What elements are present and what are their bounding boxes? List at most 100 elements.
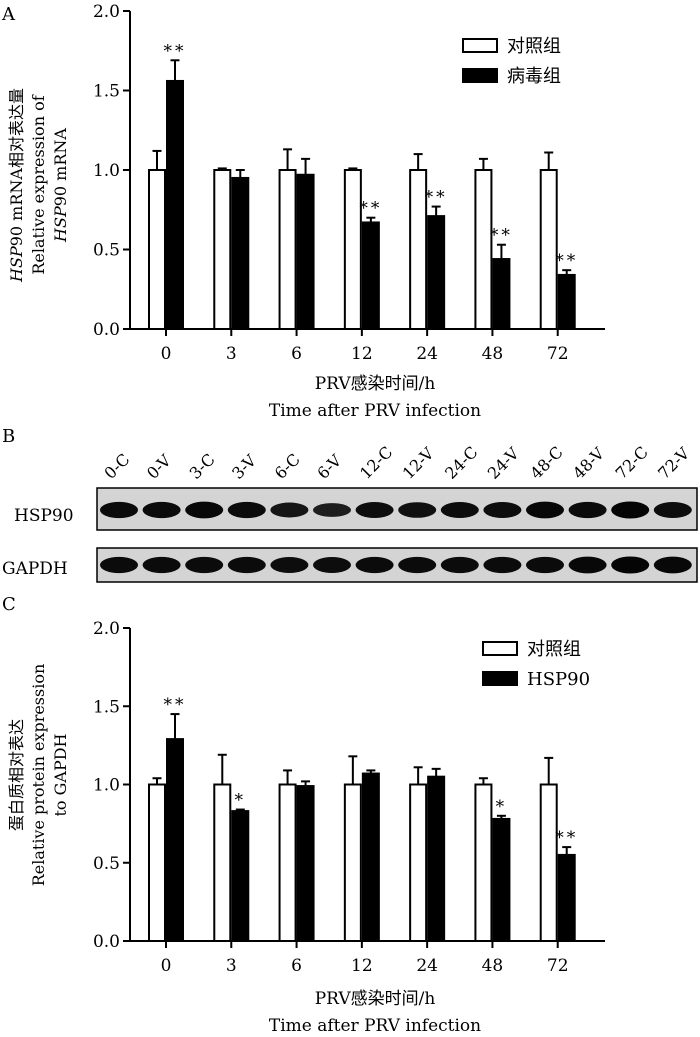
y-axis-label-a: HSP90 mRNA相对表达量 Relative expression of H… bbox=[7, 88, 70, 283]
blot-band-hsp90 bbox=[100, 501, 138, 519]
charta-bar-treatment bbox=[296, 173, 315, 330]
chartc-bar-treatment bbox=[231, 810, 250, 942]
blot-band-hsp90 bbox=[568, 501, 607, 519]
y-label-a-cn-italic: HSP bbox=[7, 246, 26, 283]
chartc-bar-control bbox=[539, 783, 558, 942]
blot-lane-label: 12-C bbox=[356, 443, 396, 483]
blot-band-hsp90 bbox=[483, 502, 522, 518]
blot-band-hsp90 bbox=[440, 502, 479, 518]
blot-band-gapdh bbox=[398, 556, 437, 574]
chartc-x-tick-label: 72 bbox=[547, 956, 569, 976]
chartc-bar-control bbox=[409, 783, 428, 942]
charta-y-tick-label: 0.0 bbox=[93, 320, 120, 340]
blot-lane-label: 72-V bbox=[654, 444, 693, 483]
blot-lane-label: 12-V bbox=[399, 444, 438, 483]
charta-y-tick-label: 2.0 bbox=[93, 2, 120, 22]
chartc-significance: ** bbox=[164, 695, 187, 715]
chartc-significance: ** bbox=[555, 828, 578, 848]
blot-band-gapdh bbox=[568, 556, 607, 574]
blot-lane-label: 0-V bbox=[143, 451, 175, 483]
charta-bar-treatment bbox=[166, 79, 184, 330]
charta-legend-swatch bbox=[462, 38, 498, 53]
y-label-a-en-2-italic: HSP bbox=[51, 206, 70, 243]
blot-band-gapdh bbox=[185, 556, 224, 574]
chartc-bar-control bbox=[278, 783, 297, 942]
y-label-c-cn: 蛋白质相对表达 bbox=[7, 719, 26, 831]
chartc-y-tick-label: 0.5 bbox=[93, 854, 120, 874]
charta-bar-control bbox=[148, 169, 166, 330]
chartc-x-tick-label: 6 bbox=[291, 956, 302, 976]
chartc-legend-label: HSP90 bbox=[527, 669, 590, 690]
y-label-c-en-1: Relative protein expression bbox=[29, 664, 48, 887]
blot-band-hsp90 bbox=[270, 502, 309, 518]
western-blot: B 0-C 0-V 3-C 3-V 6-C 6-V 12-C 12-V 24-C 24-V 48-C… bbox=[2, 426, 698, 583]
charta-x-tick-label: 72 bbox=[547, 344, 569, 364]
blot-band-gapdh bbox=[313, 557, 351, 573]
chartc-bar-treatment bbox=[361, 772, 380, 942]
blot-band-gapdh bbox=[355, 556, 394, 574]
charta-significance: ** bbox=[490, 226, 513, 246]
chartc-x-tick-label: 0 bbox=[161, 956, 172, 976]
charta-significance: ** bbox=[425, 188, 448, 208]
chartc-legend-swatch bbox=[482, 671, 518, 686]
panel-c-letter: C bbox=[2, 594, 16, 615]
charta-x-tick-label: 24 bbox=[416, 344, 438, 364]
chartc-y-tick-label: 1.0 bbox=[93, 776, 120, 796]
blot-lane-label: 24-C bbox=[441, 443, 481, 483]
blot-band-gapdh bbox=[526, 556, 564, 574]
blot-lane-label: 6-C bbox=[271, 450, 304, 483]
chartc-bar-control bbox=[474, 783, 493, 942]
charta-y-tick-label: 1.5 bbox=[93, 82, 120, 102]
blot-lane-label: 3-V bbox=[228, 451, 260, 483]
blot-lane-label: 3-C bbox=[186, 450, 219, 483]
blot-band-hsp90 bbox=[185, 501, 224, 519]
y-axis-label-c: 蛋白质相对表达 Relative protein expression to G… bbox=[7, 664, 70, 887]
blot-band-gapdh bbox=[142, 556, 181, 574]
charta-bar-treatment bbox=[231, 176, 250, 330]
x-label-a-en: Time after PRV infection bbox=[269, 401, 481, 421]
charta-bar-control bbox=[278, 169, 297, 330]
blot-band-gapdh bbox=[440, 556, 479, 574]
blot-band-hsp90 bbox=[142, 501, 181, 519]
charta-bar-treatment bbox=[492, 258, 511, 331]
chartc-bar-control bbox=[343, 783, 362, 942]
chartc-x-tick-label: 24 bbox=[416, 956, 438, 976]
charta-y-tick-label: 1.0 bbox=[93, 161, 120, 181]
chart-c: C 0.0 0.5 1.0 1.5 2.0 0 ** 3 * 6 12 24 48 * 72 ** 对照组 HSP… bbox=[2, 594, 605, 1036]
blot-band-gapdh bbox=[100, 556, 138, 574]
blot-band-gapdh bbox=[653, 556, 692, 574]
charta-significance: ** bbox=[555, 251, 578, 271]
charta-significance: ** bbox=[164, 41, 187, 61]
chartc-x-tick-label: 3 bbox=[226, 956, 237, 976]
chartc-bar-treatment bbox=[557, 853, 576, 942]
y-label-a-en-2-rest: 90 mRNA bbox=[51, 128, 70, 207]
blot-band-gapdh bbox=[227, 556, 266, 574]
charta-x-tick-label: 12 bbox=[351, 344, 373, 364]
blot-band-hsp90 bbox=[398, 502, 437, 518]
chartc-bar-treatment bbox=[296, 785, 315, 942]
chartc-bar-treatment bbox=[492, 817, 511, 942]
panel-a-letter: A bbox=[1, 4, 16, 25]
chartc-bar-control bbox=[213, 783, 232, 942]
chartc-bar-control bbox=[148, 783, 166, 942]
blot-band-gapdh bbox=[483, 556, 522, 574]
blot-lane-label: 48-V bbox=[569, 444, 608, 483]
chartc-legend-swatch bbox=[482, 641, 518, 656]
chartc-bar-treatment bbox=[166, 738, 184, 942]
chartc-bar-treatment bbox=[427, 775, 446, 942]
charta-legend-label: 病毒组 bbox=[507, 66, 561, 87]
blot-lane-label: 24-V bbox=[484, 444, 523, 483]
svg-text:HSP90 mRNA相对表达量: HSP90 mRNA相对表达量 bbox=[7, 88, 26, 283]
chartc-x-tick-label: 12 bbox=[351, 956, 373, 976]
blot-band-hsp90 bbox=[227, 501, 266, 519]
blot-lane-label: 6-V bbox=[313, 451, 345, 483]
charta-bar-control bbox=[343, 169, 362, 330]
chartc-y-tick-label: 2.0 bbox=[93, 619, 120, 639]
charta-x-tick-label: 6 bbox=[291, 344, 302, 364]
charta-legend-label: 对照组 bbox=[507, 36, 561, 57]
blot-band-gapdh bbox=[611, 556, 650, 574]
x-label-a-cn: PRV感染时间/h bbox=[315, 374, 436, 394]
chartc-legend-label: 对照组 bbox=[527, 639, 581, 660]
chartc-y-tick-label: 1.5 bbox=[93, 697, 120, 717]
